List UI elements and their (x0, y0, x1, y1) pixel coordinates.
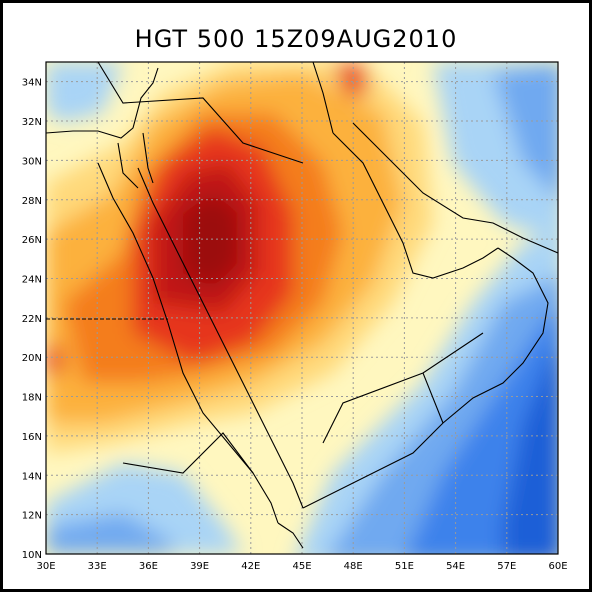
map-title: HGT 500 15Z09AUG2010 (134, 25, 458, 53)
field-west-red (46, 343, 63, 375)
field-core (183, 193, 238, 288)
lon-tick-label: 48E (344, 561, 363, 572)
lat-tick-label: 26N (22, 235, 42, 246)
lat-tick-label: 22N (22, 314, 42, 325)
lon-tick-label: 36E (139, 561, 158, 572)
plot-frame (45, 61, 559, 555)
grid-lines (46, 62, 558, 554)
coast-gulf-west (332, 132, 499, 279)
coast-horn (277, 522, 304, 549)
lat-tick-label: 30N (22, 156, 42, 167)
coast-arabia-south (302, 247, 549, 509)
lat-tick-label: 24N (22, 274, 42, 285)
lon-tick-label: 54E (446, 561, 465, 572)
border-africa (122, 432, 254, 474)
coast-red-sea-east (137, 167, 304, 509)
coast-aqaba (142, 132, 154, 184)
coast-north (312, 62, 334, 134)
lat-tick-label: 20N (22, 353, 42, 364)
lon-tick-label: 33E (88, 561, 107, 572)
lat-tick-label: 14N (22, 471, 42, 482)
border-saudi-yemen (322, 332, 484, 444)
lon-tick-label: 51E (395, 561, 414, 572)
lat-tick-label: 32N (22, 117, 42, 128)
lat-tick-label: 16N (22, 432, 42, 443)
field-ne-mid-blue (493, 63, 558, 198)
lat-tick-label: 12N (22, 511, 42, 522)
lat-tick-label: 34N (22, 78, 42, 89)
lat-tick-label: 28N (22, 196, 42, 207)
lat-tick-label: 10N (22, 550, 42, 561)
lon-tick-labels: 30E 33E 36E 39E 42E 45E 48E 51E 54E 57E 60E (36, 561, 567, 572)
lon-tick-label: 57E (497, 561, 516, 572)
coast-suez (117, 142, 139, 189)
lon-tick-label: 42E (241, 561, 260, 572)
border-north (97, 62, 304, 164)
lon-tick-label: 30E (36, 561, 55, 572)
coast-red-sea-west (97, 162, 279, 524)
field-nw-blue (46, 62, 123, 123)
field-sw-mid-blue (46, 513, 173, 554)
coast-levant (46, 67, 159, 139)
lon-tick-label: 45E (292, 561, 311, 572)
field-dark-blue (503, 349, 558, 554)
lon-tick-label: 39E (190, 561, 209, 572)
border-oman-yemen (422, 372, 444, 424)
coastlines (46, 62, 558, 549)
lat-tick-label: 18N (22, 393, 42, 404)
coast-iran (352, 122, 558, 254)
lon-tick-label: 60E (548, 561, 567, 572)
height-field (46, 62, 558, 554)
map-canvas: 30E 33E 36E 39E 42E 45E 48E 51E 54E 57E 60E 10N 12N… (22, 61, 568, 572)
lat-tick-labels: 10N 12N 14N 16N 18N 20N 22N 24N 26N 28N 30N 32N 34N (22, 78, 42, 561)
field-north-red (333, 63, 368, 98)
